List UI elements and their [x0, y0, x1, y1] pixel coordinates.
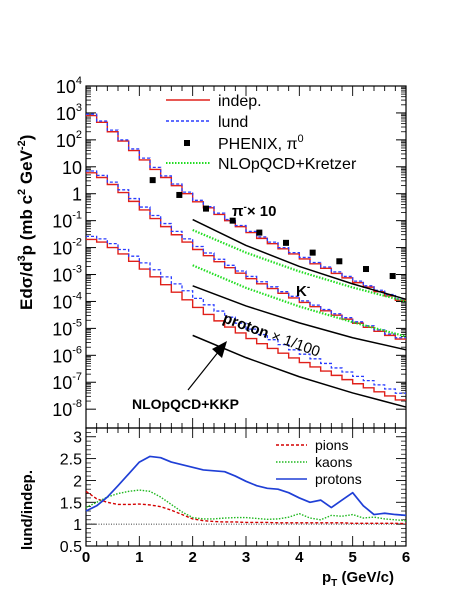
- x-tick-label: 6: [402, 549, 410, 566]
- nlo-curves: [192, 218, 407, 408]
- main-y-tick-label: 10-1: [52, 210, 82, 232]
- ratio-series-pions: [85, 490, 407, 525]
- main-y-tick-label: 103: [56, 102, 82, 124]
- x-tick-label: 4: [295, 549, 304, 566]
- nlo-kkp-annotation: NLOpQCD+KKP: [132, 396, 239, 412]
- ratio-y-tick-label: 0.5: [60, 539, 82, 556]
- ratio-y-label: lund/indep.: [19, 470, 36, 550]
- phenix-point: [363, 266, 369, 273]
- phenix-point: [283, 239, 289, 246]
- spectra-panel: 10410310210110-110-210-310-410-510-610-7…: [16, 75, 407, 429]
- phenix-points: [149, 177, 396, 280]
- main-y-tick-label: 10-8: [52, 398, 82, 420]
- main-y-tick-label: 102: [56, 129, 82, 151]
- series-kaon-lund: [86, 170, 406, 339]
- main-y-tick-label: 10-7: [52, 371, 82, 393]
- series-proton-lund: [86, 235, 406, 394]
- main-y-tick-label: 10-5: [52, 317, 82, 339]
- ratio-x-label: pT (GeV/c): [322, 569, 394, 589]
- legend-phenix-marker: [184, 140, 190, 146]
- ratio-y-tick-label: 1: [73, 517, 82, 534]
- legend-pions-label: pions: [315, 437, 348, 453]
- x-tick-label: 2: [188, 549, 196, 566]
- x-tick-label: 0: [82, 549, 90, 566]
- phenix-point: [309, 249, 316, 256]
- legend-lund-label: lund: [218, 114, 248, 131]
- main-y-label: Edσ/d3p (mb c2 GeV-2): [16, 135, 36, 310]
- ratio-series-protons: [85, 455, 407, 517]
- ratio-y-tick-label: 1.5: [60, 495, 82, 512]
- main-y-tick-label: 104: [56, 75, 82, 97]
- legend-phenix-label: PHENIX, π0: [218, 133, 304, 153]
- curve-pion-nlo-kretzer: [192, 228, 407, 303]
- ratio-y-axis: 0.5 1 1.5 2 2.5 3: [60, 430, 406, 556]
- ratio-frame: [85, 427, 407, 547]
- x-tick-label: 1: [135, 549, 143, 566]
- kaon-annotation: K-: [296, 282, 310, 300]
- ratio-series: [85, 455, 407, 525]
- ratio-x-axis: 0 1 2 3 4 5 6: [82, 428, 410, 566]
- main-y-tick-label: 10-3: [52, 264, 82, 286]
- ratio-y-tick-label: 3: [73, 430, 82, 447]
- legend-kretzer-label: NLOpQCD+Kretzer: [218, 156, 357, 173]
- ratio-y-tick-label: 2: [73, 473, 82, 490]
- phenix-point: [203, 205, 209, 212]
- legend-protons-label: protons: [315, 471, 362, 487]
- main-y-axis: 10410310210110-110-210-310-410-510-610-7…: [52, 75, 406, 420]
- series-pion-lund: [86, 113, 406, 300]
- main-y-tick-label: 1: [72, 185, 82, 205]
- x-tick-label: 5: [348, 549, 356, 566]
- x-tick-label: 3: [242, 549, 250, 566]
- phenix-point: [176, 191, 183, 198]
- main-y-tick-label: 10: [62, 158, 82, 178]
- phenix-point: [336, 258, 343, 265]
- spectra-series: [86, 113, 406, 401]
- main-y-tick-label: 10-2: [52, 237, 82, 259]
- curve-kaon-nlo-kretzer: [192, 264, 407, 338]
- phenix-point: [389, 273, 396, 280]
- ratio-legend: pions kaons protons: [276, 437, 362, 487]
- phenix-point: [149, 177, 156, 184]
- main-y-tick-label: 10-6: [52, 344, 82, 366]
- main-legend: indep. lund PHENIX, π0 NLOpQCD+Kretzer: [166, 93, 357, 173]
- curve-pion-nlo-kkp: [192, 218, 407, 301]
- nlo-kkp-arrow: [187, 341, 227, 391]
- ratio-y-tick-label: 2.5: [60, 452, 82, 469]
- curve-kaon-nlo-kkp: [192, 285, 407, 351]
- main-y-tick-label: 10-4: [52, 290, 82, 312]
- ratio-series-kaons: [85, 489, 407, 522]
- curve-proton-nlo-kkp: [192, 334, 407, 408]
- phenix-point: [229, 217, 236, 224]
- legend-indep-label: indep.: [218, 93, 262, 110]
- phenix-point: [256, 229, 263, 236]
- series-proton-indep: [86, 238, 406, 401]
- main-x-axis: [85, 86, 407, 428]
- legend-kaons-label: kaons: [315, 454, 352, 470]
- pion-annotation: π-× 10: [232, 202, 276, 220]
